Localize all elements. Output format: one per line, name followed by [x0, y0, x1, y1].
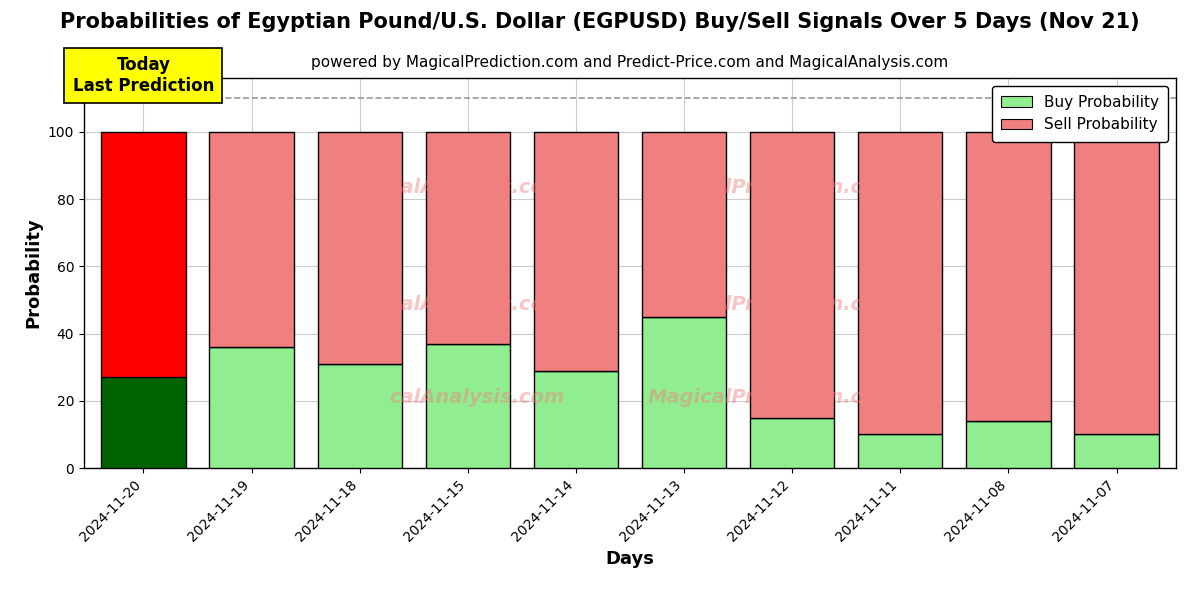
Text: MagicalPrediction.com: MagicalPrediction.com: [648, 388, 896, 407]
Bar: [210, 347, 294, 468]
Bar: [966, 421, 1050, 468]
Bar: [750, 418, 834, 468]
Bar: [318, 132, 402, 364]
Y-axis label: Probability: Probability: [24, 218, 42, 328]
Bar: [1074, 132, 1159, 434]
Bar: [858, 132, 942, 434]
X-axis label: Days: Days: [606, 550, 654, 568]
Bar: [426, 132, 510, 344]
Bar: [101, 132, 186, 377]
Bar: [642, 132, 726, 317]
Legend: Buy Probability, Sell Probability: Buy Probability, Sell Probability: [992, 86, 1169, 142]
Text: calAnalysis.com: calAnalysis.com: [390, 388, 565, 407]
Bar: [750, 132, 834, 418]
Bar: [966, 132, 1050, 421]
Text: Probabilities of Egyptian Pound/U.S. Dollar (EGPUSD) Buy/Sell Signals Over 5 Day: Probabilities of Egyptian Pound/U.S. Dol…: [60, 12, 1140, 32]
Title: powered by MagicalPrediction.com and Predict-Price.com and MagicalAnalysis.com: powered by MagicalPrediction.com and Pre…: [311, 55, 949, 70]
Bar: [318, 364, 402, 468]
Bar: [642, 317, 726, 468]
Bar: [534, 132, 618, 371]
Bar: [1074, 434, 1159, 468]
Bar: [858, 434, 942, 468]
Text: Today
Last Prediction: Today Last Prediction: [73, 56, 214, 95]
Bar: [210, 132, 294, 347]
Text: calAnalysis.com: calAnalysis.com: [390, 178, 565, 197]
Text: MagicalPrediction.com: MagicalPrediction.com: [648, 295, 896, 314]
Text: MagicalPrediction.com: MagicalPrediction.com: [648, 178, 896, 197]
Text: calAnalysis.com: calAnalysis.com: [390, 295, 565, 314]
Bar: [426, 344, 510, 468]
Bar: [534, 371, 618, 468]
Bar: [101, 377, 186, 468]
